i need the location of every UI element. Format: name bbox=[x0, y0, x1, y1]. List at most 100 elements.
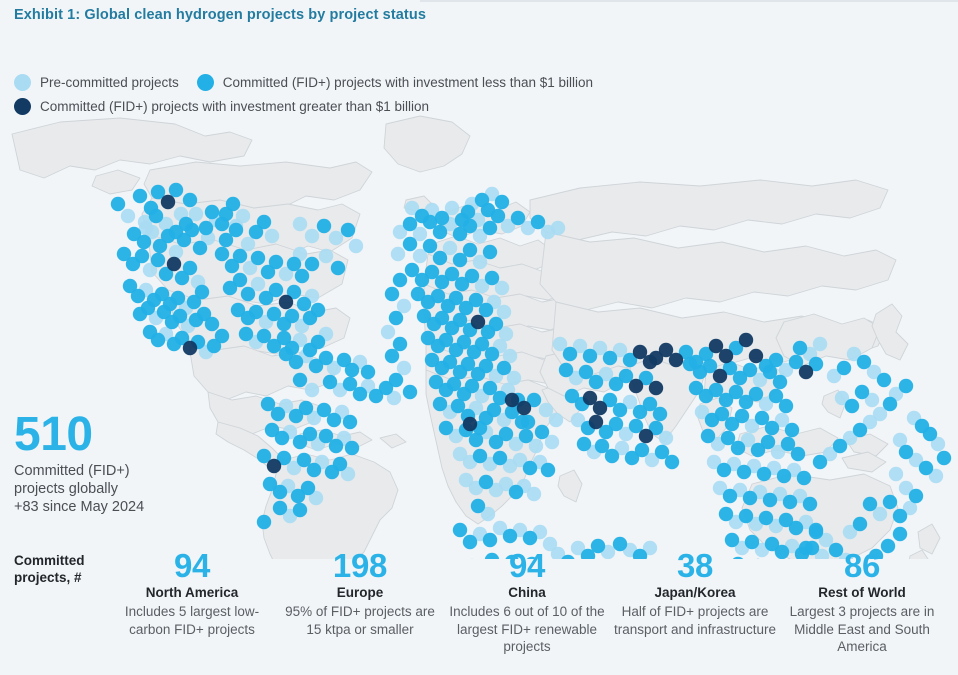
project-dot bbox=[250, 250, 266, 266]
project-dot bbox=[344, 362, 360, 378]
project-dot bbox=[542, 536, 558, 552]
legend-item-label: Pre-committed projects bbox=[40, 74, 179, 90]
project-dot bbox=[342, 414, 358, 430]
legend-item-pre-committed[interactable]: Pre-committed projects bbox=[14, 73, 179, 91]
project-dot bbox=[266, 458, 282, 474]
project-dot bbox=[516, 400, 532, 416]
project-dot bbox=[561, 554, 575, 559]
project-dot bbox=[828, 542, 844, 558]
project-dot bbox=[488, 316, 504, 332]
project-dot bbox=[898, 378, 914, 394]
stat-description: Includes 5 largest low-carbon FID+ proje… bbox=[124, 604, 260, 637]
project-dot bbox=[718, 348, 734, 364]
project-dot bbox=[530, 214, 546, 230]
project-dot bbox=[764, 536, 780, 552]
project-dot bbox=[498, 426, 514, 442]
project-dot bbox=[150, 184, 166, 200]
project-dot bbox=[756, 466, 772, 482]
project-dot bbox=[764, 420, 780, 436]
project-dot bbox=[882, 494, 898, 510]
project-dot bbox=[120, 208, 136, 224]
project-dot bbox=[822, 446, 838, 462]
project-dot bbox=[612, 536, 628, 552]
stat-column-rest-of-world: 86 Rest of World Largest 3 projects are … bbox=[778, 547, 946, 656]
project-dot bbox=[798, 540, 814, 556]
project-dot bbox=[868, 548, 884, 559]
project-dot bbox=[852, 516, 868, 532]
project-dot bbox=[480, 506, 496, 522]
project-dot bbox=[736, 464, 752, 480]
project-dot bbox=[420, 330, 436, 346]
project-dot bbox=[454, 276, 470, 292]
project-dot bbox=[152, 238, 168, 254]
project-dot bbox=[578, 364, 594, 380]
project-dot bbox=[492, 390, 508, 406]
project-dot bbox=[214, 328, 230, 344]
project-dot bbox=[494, 280, 510, 296]
project-dot bbox=[838, 552, 854, 559]
project-dot bbox=[544, 434, 560, 450]
stat-value: 86 bbox=[843, 547, 881, 584]
project-dot bbox=[428, 374, 444, 390]
project-dot bbox=[592, 400, 608, 416]
project-dot bbox=[430, 288, 446, 304]
legend-dot-icon bbox=[14, 73, 31, 91]
project-dot bbox=[482, 532, 498, 548]
project-dot bbox=[648, 380, 664, 396]
project-dot bbox=[528, 438, 544, 454]
project-dot bbox=[286, 460, 302, 476]
project-dot bbox=[442, 354, 458, 370]
project-dot bbox=[230, 302, 246, 318]
project-dot bbox=[276, 330, 292, 346]
project-dot bbox=[224, 258, 240, 274]
project-dot bbox=[498, 476, 514, 492]
project-dot bbox=[260, 396, 276, 412]
project-dot bbox=[734, 408, 750, 424]
project-dot bbox=[558, 362, 574, 378]
project-dot bbox=[592, 340, 608, 356]
legend-item-committed-under-1b[interactable]: Committed (FID+) projects with investmen… bbox=[196, 73, 593, 91]
project-dot bbox=[342, 376, 358, 392]
project-dot bbox=[266, 338, 282, 354]
project-dot bbox=[272, 500, 288, 516]
stat-description: Includes 6 out of 10 of the largest FID+… bbox=[449, 604, 605, 655]
project-dot bbox=[250, 276, 266, 292]
project-dot bbox=[396, 298, 412, 314]
project-dot bbox=[714, 406, 730, 422]
project-dot bbox=[768, 388, 784, 404]
project-dot bbox=[488, 434, 504, 450]
project-dot bbox=[478, 302, 494, 318]
project-dot bbox=[392, 224, 408, 240]
project-dot bbox=[434, 310, 450, 326]
legend-item-committed-over-1b[interactable]: Committed (FID+) projects with investmen… bbox=[14, 97, 429, 115]
project-dot bbox=[492, 520, 508, 536]
project-dot bbox=[706, 454, 722, 470]
project-dot bbox=[290, 488, 306, 504]
project-dot bbox=[432, 250, 448, 266]
project-dot bbox=[754, 410, 770, 426]
project-dot bbox=[292, 434, 308, 450]
project-dot bbox=[462, 534, 478, 550]
project-dot bbox=[404, 200, 420, 216]
project-dot bbox=[464, 268, 480, 284]
project-dot bbox=[142, 262, 158, 278]
stat-value: 198 bbox=[332, 547, 388, 584]
project-dot bbox=[664, 454, 680, 470]
project-dot bbox=[598, 424, 614, 440]
project-dot bbox=[422, 238, 438, 254]
project-dot bbox=[724, 532, 740, 548]
project-dot bbox=[752, 372, 768, 388]
project-dot bbox=[240, 236, 256, 252]
project-dot bbox=[170, 290, 186, 306]
project-dot bbox=[505, 554, 519, 559]
project-dot bbox=[648, 350, 664, 366]
project-dot bbox=[914, 418, 930, 434]
project-dot bbox=[602, 392, 618, 408]
project-dot bbox=[198, 220, 214, 236]
project-dot bbox=[438, 332, 454, 348]
stat-value: 38 bbox=[676, 547, 714, 584]
project-dot bbox=[580, 548, 596, 559]
project-dot bbox=[286, 256, 302, 272]
project-dot bbox=[308, 358, 324, 374]
